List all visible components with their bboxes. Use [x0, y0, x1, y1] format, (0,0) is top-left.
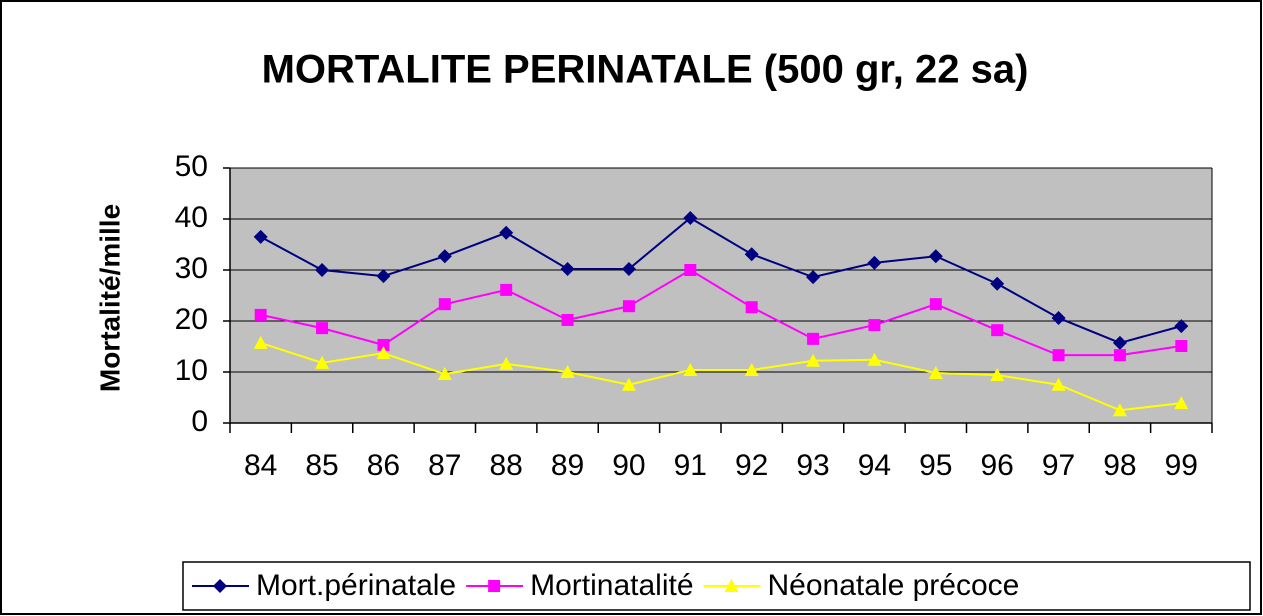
x-tick-label: 84: [244, 449, 277, 482]
point: [253, 335, 268, 349]
x-tick-label: 86: [367, 449, 400, 482]
y-tick-label: 10: [175, 354, 208, 387]
series-line: [260, 341, 1182, 412]
point: [437, 367, 452, 381]
x-tick-label: 95: [919, 449, 952, 482]
point: [1174, 396, 1189, 410]
legend-marker: [724, 579, 739, 592]
series-line: [260, 268, 1182, 357]
x-tick-label: 94: [858, 449, 891, 482]
point: [991, 324, 1004, 337]
point: [1174, 319, 1189, 334]
y-tick-label: 0: [191, 405, 208, 438]
point: [1113, 349, 1126, 362]
x-tick-label: 85: [305, 449, 338, 482]
point: [500, 283, 513, 296]
x-tick-label: 96: [981, 449, 1014, 482]
x-tick-label: 97: [1042, 449, 1075, 482]
point: [499, 225, 514, 240]
chart-title: MORTALITE PERINATALE (500 gr, 22 sa): [262, 48, 1029, 92]
x-tick-label: 91: [674, 449, 707, 482]
x-tick-label: 99: [1165, 449, 1198, 482]
point: [684, 264, 697, 276]
point: [744, 362, 759, 376]
point: [621, 377, 636, 391]
point: [376, 269, 391, 284]
point: [1175, 339, 1188, 352]
point: [315, 263, 330, 277]
y-tick-label: 30: [175, 252, 208, 285]
y-tick-label: 20: [175, 303, 208, 336]
point: [437, 249, 452, 264]
series-line: [260, 216, 1182, 344]
y-tick-label: 50: [175, 150, 208, 183]
point: [1051, 377, 1066, 391]
point: [622, 300, 635, 313]
point: [807, 332, 820, 345]
y-tick-label: 40: [175, 201, 208, 234]
point: [254, 308, 267, 321]
point: [438, 298, 451, 311]
point: [683, 210, 698, 225]
point: [560, 365, 575, 378]
plot-area: [230, 168, 1212, 423]
point: [316, 322, 329, 335]
point: [929, 298, 942, 311]
legend-label: Mort.périnatale: [256, 569, 456, 602]
point: [806, 270, 821, 285]
y-axis-label: Mortalité/mille: [94, 204, 125, 392]
point: [868, 319, 881, 332]
point: [621, 261, 636, 276]
point: [928, 366, 943, 380]
legend-label: Néonatale précoce: [768, 569, 1020, 602]
point: [499, 356, 514, 370]
point: [744, 247, 759, 262]
x-tick-label: 93: [796, 449, 829, 482]
point: [1112, 335, 1127, 350]
point: [1051, 310, 1066, 325]
x-tick-label: 88: [490, 449, 523, 482]
x-tick-label: 92: [735, 449, 768, 482]
point: [377, 338, 390, 351]
point: [561, 313, 574, 326]
legend-marker: [488, 580, 501, 592]
point: [745, 301, 758, 314]
point: [990, 368, 1005, 382]
point: [253, 229, 268, 244]
point: [928, 249, 943, 264]
point: [990, 276, 1005, 291]
point: [867, 255, 882, 270]
point: [1112, 403, 1127, 417]
point: [1052, 349, 1065, 362]
x-tick-label: 89: [551, 449, 584, 482]
legend-marker: [213, 579, 227, 593]
point: [315, 355, 330, 369]
x-tick-label: 87: [428, 449, 461, 482]
point: [867, 352, 882, 366]
legend-label: Mortinatalité: [530, 569, 693, 602]
point: [806, 353, 821, 367]
point: [683, 362, 698, 376]
x-tick-label: 90: [612, 449, 645, 482]
point: [560, 261, 575, 276]
point: [376, 346, 391, 360]
x-tick-label: 98: [1103, 449, 1136, 482]
